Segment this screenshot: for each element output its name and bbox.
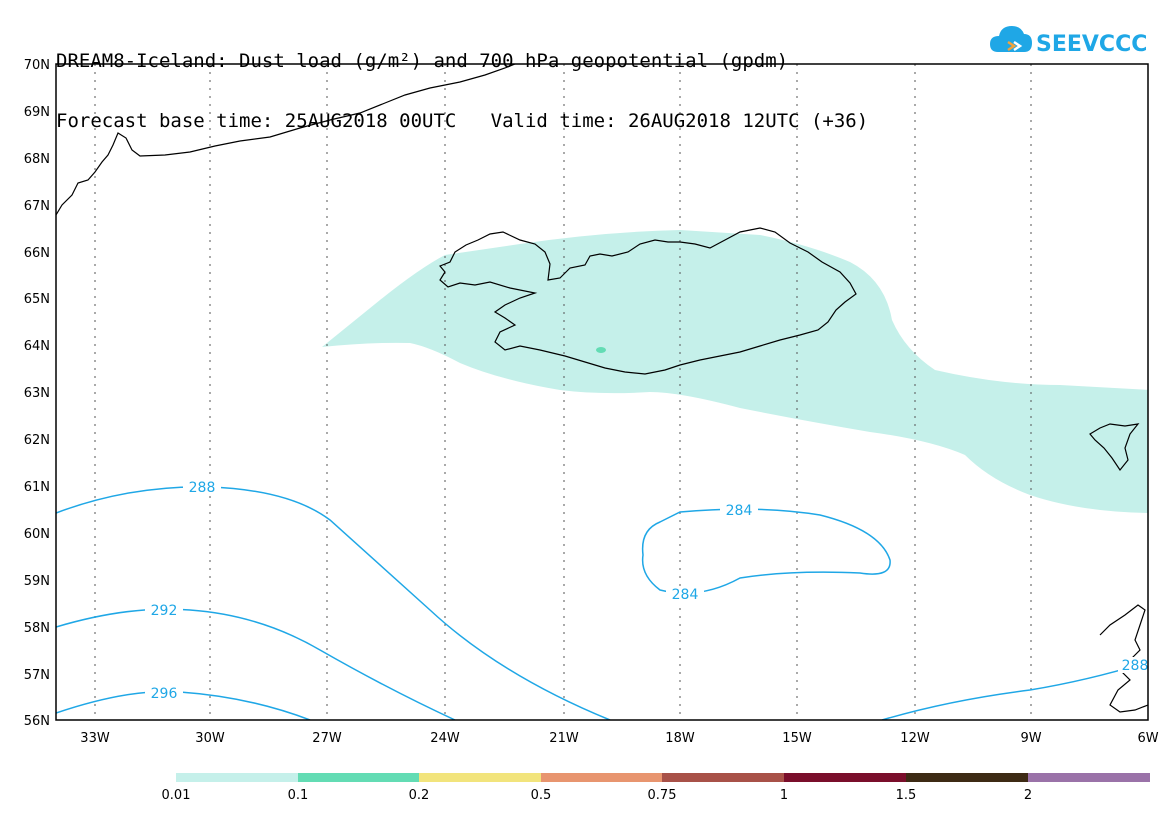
- latitude-axis: 70N 69N 68N 67N 66N 65N 64N 63N 62N 61N …: [24, 58, 50, 729]
- lat-label: 65N: [24, 292, 50, 307]
- color-bar-segment: [662, 773, 784, 782]
- color-bar-segment: [541, 773, 662, 782]
- lon-label: 15W: [782, 731, 812, 746]
- color-bar-segment: [906, 773, 1028, 782]
- lon-label: 24W: [430, 731, 460, 746]
- contour-label: 284: [672, 587, 699, 603]
- color-bar-label: 0.01: [162, 788, 191, 803]
- lat-label: 62N: [24, 433, 50, 448]
- lat-label: 68N: [24, 152, 50, 167]
- lat-label: 69N: [24, 105, 50, 120]
- lat-label: 56N: [24, 714, 50, 729]
- coastlines: [56, 64, 1148, 713]
- contour-label: 292: [151, 603, 178, 619]
- cloud-icon: [990, 26, 1032, 52]
- lat-label: 66N: [24, 246, 50, 261]
- seevccc-logo: SEEVCCC: [990, 26, 1147, 57]
- color-bar-label: 0.75: [648, 788, 677, 803]
- color-bar-label: 2: [1024, 788, 1032, 803]
- color-bar-segment: [176, 773, 298, 782]
- logo-text: SEEVCCC: [1036, 32, 1147, 57]
- lon-label: 18W: [665, 731, 695, 746]
- lat-label: 61N: [24, 480, 50, 495]
- color-bar-labels: 0.01 0.1 0.2 0.5 0.75 1 1.5 2: [162, 788, 1033, 803]
- color-bar-segment: [419, 773, 541, 782]
- contour-label: 296: [151, 686, 178, 702]
- lon-label: 33W: [80, 731, 110, 746]
- title-line-2: Forecast base time: 25AUG2018 00UTC Vali…: [56, 110, 869, 132]
- lon-label: 27W: [312, 731, 342, 746]
- color-bar-label: 1.5: [896, 788, 917, 803]
- iceland-coast: [439, 227, 857, 375]
- color-bar-segment: [298, 773, 419, 782]
- color-bar-segment: [1028, 773, 1150, 782]
- longitude-axis: 33W 30W 27W 24W 21W 18W 15W 12W 9W 6W: [80, 731, 1158, 746]
- contour-labels: 288 292 296 284 284 288: [145, 479, 1148, 702]
- contour-292: [56, 608, 456, 720]
- contour-label: 288: [1122, 658, 1149, 674]
- color-bar-segment: [784, 773, 906, 782]
- lat-label: 57N: [24, 668, 50, 683]
- color-bar-label: 1: [780, 788, 788, 803]
- contour-288-east: [881, 661, 1148, 720]
- dust-plume: [322, 230, 1148, 513]
- faroe-coast: [1089, 423, 1140, 472]
- lon-label: 12W: [900, 731, 930, 746]
- lon-label: 6W: [1137, 731, 1158, 746]
- lon-label: 30W: [195, 731, 225, 746]
- dust-patch-strong: [596, 347, 606, 353]
- color-bar: [176, 773, 1150, 782]
- lat-label: 59N: [24, 574, 50, 589]
- lat-label: 70N: [24, 58, 50, 73]
- contour-label: 288: [189, 480, 216, 496]
- contour-284-closed: [641, 508, 891, 594]
- contour-288-west: [56, 486, 611, 720]
- color-bar-label: 0.5: [531, 788, 552, 803]
- lon-label: 9W: [1020, 731, 1041, 746]
- grid-lines: [94, 64, 1032, 720]
- lat-label: 58N: [24, 621, 50, 636]
- map-title: DREAM8-Iceland: Dust load (g/m²) and 700…: [56, 11, 868, 151]
- title-line-1: DREAM8-Iceland: Dust load (g/m²) and 700…: [56, 50, 789, 72]
- geopotential-contours: [56, 486, 1148, 720]
- lat-label: 64N: [24, 339, 50, 354]
- greenland-coast: [56, 64, 516, 216]
- color-bar-label: 0.1: [288, 788, 309, 803]
- lat-label: 63N: [24, 386, 50, 401]
- lat-label: 60N: [24, 527, 50, 542]
- contour-label: 284: [726, 503, 753, 519]
- scotland-coast: [1099, 604, 1148, 713]
- lon-label: 21W: [549, 731, 579, 746]
- color-bar-label: 0.2: [409, 788, 430, 803]
- lat-label: 67N: [24, 199, 50, 214]
- plot-frame: [55, 63, 1149, 721]
